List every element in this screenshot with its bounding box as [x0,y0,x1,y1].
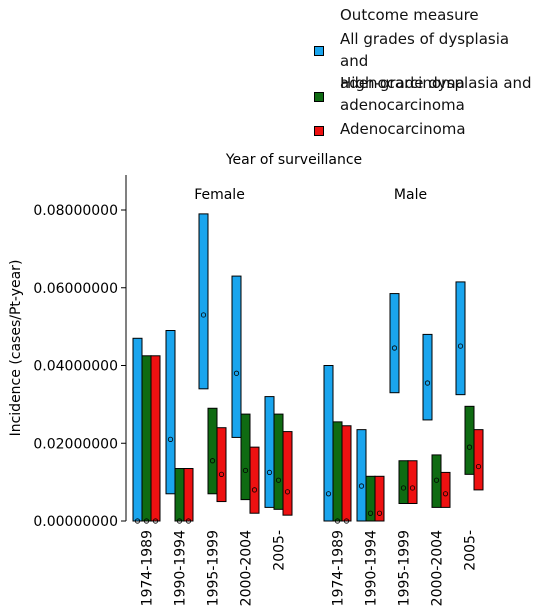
y-tick-label: 0.06000000 [33,281,118,297]
estimate-point [442,491,449,497]
range-bar [389,293,400,394]
estimate-point [134,518,141,524]
range-bar [440,471,451,508]
range-bar [216,427,227,503]
range-bar [323,365,334,522]
legend-label-line: adenocarcinoma [340,96,465,114]
legend-swatch-high-grade [314,92,324,102]
x-tick-label: 2005- [463,530,479,571]
estimate-point [176,518,183,524]
range-bar [422,333,433,421]
legend-label-all-grades: All grades of dysplasia and adenocarcino… [340,28,539,94]
estimate-point [251,487,258,493]
chart-title: Year of surveillance [225,152,362,168]
estimate-point [466,444,473,450]
estimate-point [284,489,291,495]
x-tick-label: 1974-1989 [140,530,156,606]
estimate-point [325,491,332,497]
range-bar [264,396,275,508]
estimate-point [400,485,407,491]
range-bar [356,429,367,522]
estimate-point [475,463,482,470]
estimate-point [275,477,282,483]
legend-label-line: adenocarcinoma [340,74,465,92]
range-bar [141,355,152,522]
legend-label-adenocarcinoma: Adenocarcinoma [340,118,539,140]
estimate-point [334,518,341,524]
range-bar [198,213,209,390]
estimate-point [185,518,192,524]
y-tick-label: 0.00000000 [33,514,118,530]
x-tick-label: 1995-1999 [397,530,413,606]
y-tick-label: 0.02000000 [33,436,118,452]
estimate-point [209,458,216,464]
range-bar [464,405,475,475]
range-bar [273,413,284,510]
x-tick-label: 2000-2004 [239,530,255,606]
range-bar [249,446,260,514]
range-bar [174,468,185,522]
range-bar [240,413,251,501]
legend-label-line: High-grade dysplasia and [340,74,532,92]
estimate-point [409,485,416,491]
legend-title: Outcome measure [340,6,479,24]
x-tick-label: 1990-1994 [364,530,380,606]
range-bar [165,330,176,495]
estimate-point [343,518,350,524]
y-tick-label: 0.08000000 [33,203,118,219]
legend-label-line: Adenocarcinoma [340,120,466,138]
estimate-point [424,380,431,386]
range-bar [365,475,376,522]
legend-swatch-adenocarcinoma [314,126,324,136]
estimate-point [367,510,374,516]
x-tick-label: 1995-1999 [206,530,222,606]
x-tick-label: 2005- [272,530,288,571]
estimate-point [218,471,225,477]
estimate-point [143,518,150,524]
legend-label-high-grade: High-grade dysplasia and adenocarcinoma [340,72,539,116]
estimate-point [152,518,159,524]
panel-label: Male [394,187,427,203]
legend-swatch-all-grades [314,46,324,56]
estimate-point [457,343,464,349]
range-bar [473,429,484,491]
range-bar [231,275,242,438]
range-bar [407,460,418,505]
estimate-point [167,436,174,442]
y-axis-label: Incidence (cases/Pt-year) [8,260,24,437]
estimate-point [233,370,240,376]
range-bar [455,281,466,396]
estimate-point [391,345,398,351]
legend: Outcome measure All grades of dysplasia … [0,0,539,150]
estimate-point [242,467,249,474]
range-bar [282,431,293,516]
range-bar [332,421,343,522]
range-bar [132,337,143,522]
estimate-point [200,312,207,318]
estimate-point [376,510,383,516]
x-tick-label: 1974-1989 [331,530,347,606]
estimate-point [433,477,440,483]
panel-label: Female [194,187,245,203]
x-tick-label: 1990-1994 [173,530,189,606]
range-bar [431,454,442,508]
legend-label-line: All grades of dysplasia and [340,30,510,70]
y-tick-label: 0.04000000 [33,359,118,375]
range-bar [341,425,352,522]
estimate-point [358,483,365,489]
range-bar [374,475,385,522]
range-bar [183,468,194,522]
range-bar [207,407,218,495]
estimate-point [266,469,273,476]
x-tick-label: 2000-2004 [430,530,446,606]
range-bar [150,355,161,522]
range-bar [398,460,409,505]
